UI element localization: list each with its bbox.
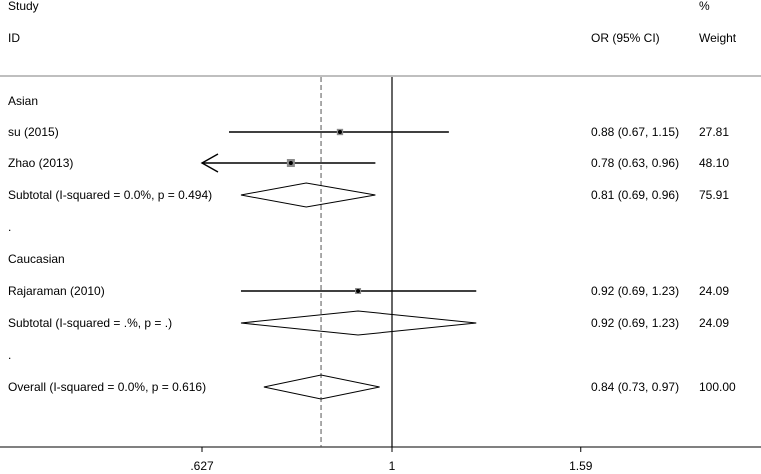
weight-text: 100.00	[699, 380, 736, 394]
pooled-diamond	[263, 374, 380, 400]
weight-text: 75.91	[699, 188, 729, 202]
ci-text: 0.92 (0.69, 1.23)	[591, 284, 679, 298]
x-tick-label: 1	[389, 459, 396, 473]
group-label: Caucasian	[8, 252, 65, 266]
point-estimate	[356, 289, 361, 293]
pooled-diamond	[240, 310, 477, 336]
forest-rows: Asian su (2015) 0.88 (0.67, 1.15) 27.81 Zhao…	[8, 94, 736, 400]
row-subtotal: Subtotal (I-squared = .%, p = .) 0.92 (0.…	[8, 310, 729, 336]
ci-text: 0.92 (0.69, 1.23)	[591, 316, 679, 330]
x-axis-ticks: .627 1 1.59	[190, 447, 593, 473]
weight-text: 48.10	[699, 156, 729, 170]
pooled-diamond	[240, 182, 376, 208]
row-group: Caucasian	[8, 252, 65, 266]
row-overall: Overall (I-squared = 0.0%, p = 0.616) 0.8…	[8, 374, 736, 400]
row-study: Rajaraman (2010) 0.92 (0.69, 1.23) 24.09	[8, 284, 729, 298]
ci-arrow	[200, 153, 219, 173]
study-label: su (2015)	[8, 125, 59, 139]
group-label: Asian	[8, 94, 38, 108]
study-label: Zhao (2013)	[8, 156, 73, 170]
point-estimate	[288, 161, 293, 165]
weight-text: 24.09	[699, 316, 729, 330]
row-group: Asian	[8, 94, 38, 108]
ci-text: 0.81 (0.69, 0.96)	[591, 188, 679, 202]
spacer-label: .	[8, 220, 11, 234]
header-ci: OR (95% CI)	[591, 31, 660, 45]
ci-text: 0.88 (0.67, 1.15)	[591, 125, 679, 139]
row-spacer: .	[8, 348, 11, 362]
ci-text: 0.84 (0.73, 0.97)	[591, 380, 679, 394]
study-label: Rajaraman (2010)	[8, 284, 105, 298]
row-study: Zhao (2013) 0.78 (0.63, 0.96) 48.10	[8, 153, 729, 173]
point-estimate	[337, 130, 342, 134]
header-weight: Weight	[699, 31, 737, 45]
overall-label: Overall (I-squared = 0.0%, p = 0.616)	[8, 380, 206, 394]
row-study: su (2015) 0.88 (0.67, 1.15) 27.81	[8, 125, 729, 139]
weight-text: 27.81	[699, 125, 729, 139]
weight-text: 24.09	[699, 284, 729, 298]
ci-text: 0.78 (0.63, 0.96)	[591, 156, 679, 170]
x-tick-label: 1.59	[569, 459, 593, 473]
x-tick-label: .627	[190, 459, 214, 473]
header-id: ID	[8, 31, 20, 45]
row-subtotal: Subtotal (I-squared = 0.0%, p = 0.494) 0.…	[8, 182, 729, 208]
row-spacer: .	[8, 220, 11, 234]
subtotal-label: Subtotal (I-squared = .%, p = .)	[8, 316, 172, 330]
spacer-label: .	[8, 348, 11, 362]
subtotal-label: Subtotal (I-squared = 0.0%, p = 0.494)	[8, 188, 212, 202]
header-percent: %	[699, 0, 710, 13]
header-study: Study	[8, 0, 39, 13]
